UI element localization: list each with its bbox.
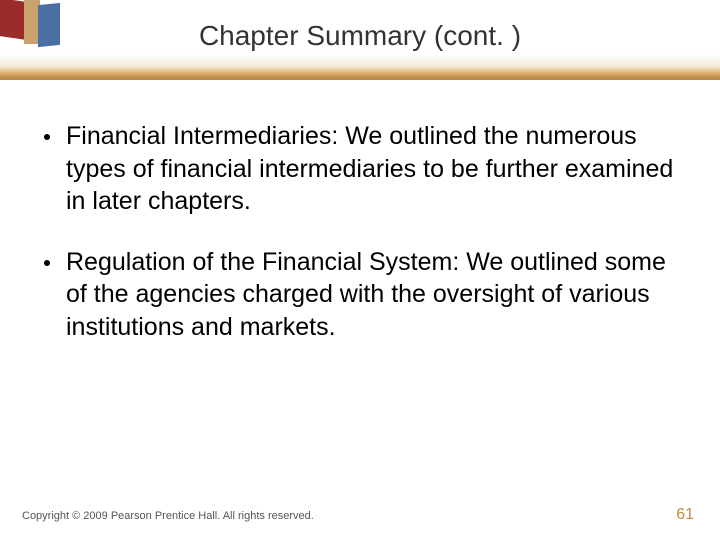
bullet-text: Regulation of the Financial System: We o… [66,246,680,344]
copyright-footer: Copyright © 2009 Pearson Prentice Hall. … [22,510,314,522]
bullet-dot-icon [44,260,50,266]
bullet-text: Financial Intermediaries: We outlined th… [66,120,680,218]
header-band: Chapter Summary (cont. ) [0,0,720,80]
bullet-dot-icon [44,134,50,140]
slide-title: Chapter Summary (cont. ) [0,20,720,52]
content-area: Financial Intermediaries: We outlined th… [0,80,720,343]
bullet-item: Regulation of the Financial System: We o… [40,246,680,344]
page-number: 61 [676,506,694,524]
bullet-item: Financial Intermediaries: We outlined th… [40,120,680,218]
